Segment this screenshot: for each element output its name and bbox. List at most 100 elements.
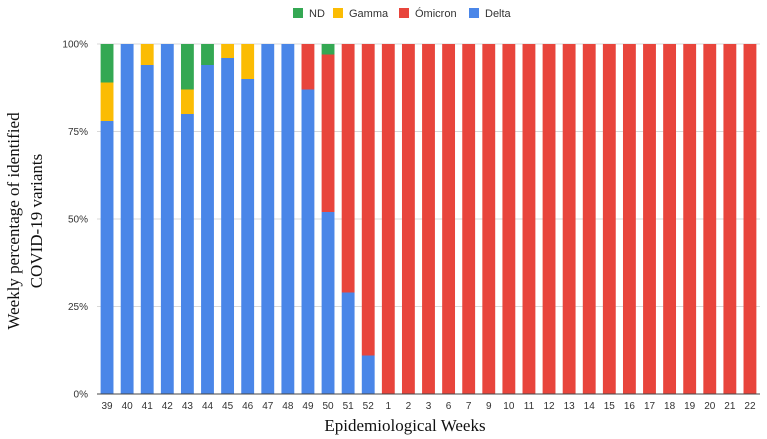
bar-nd-week-44 — [201, 44, 214, 65]
x-tick-label: 21 — [724, 401, 736, 412]
bars — [100, 44, 757, 394]
x-tick-label: 40 — [122, 401, 134, 412]
y-axis-title: Weekly percentage of identified COVID-19… — [4, 112, 46, 330]
bar-nd-week-43 — [180, 44, 194, 90]
bar-delta-week-41 — [140, 65, 154, 394]
y-tick-label: 0% — [74, 390, 89, 401]
y-tick-label: 25% — [68, 302, 88, 313]
bar-micron-week-11 — [522, 44, 536, 394]
x-tick-label: 9 — [486, 401, 492, 412]
x-tick-label: 46 — [242, 401, 254, 412]
x-tick-label: 17 — [644, 401, 656, 412]
bar-gamma-week-45 — [221, 44, 235, 58]
y-axis-title-line-1: Weekly percentage of identified — [4, 112, 23, 330]
bar-delta-week-46 — [241, 79, 255, 394]
bar-delta-week-42 — [160, 44, 174, 394]
x-tick-label: 13 — [564, 401, 576, 412]
x-tick-label: 6 — [446, 401, 452, 412]
bar-micron-week-22 — [743, 44, 757, 394]
y-axis-title-line-2: COVID-19 variants — [27, 154, 46, 289]
legend-swatch-nd — [293, 8, 303, 18]
bar-delta-week-47 — [261, 44, 275, 394]
x-tick-label: 51 — [343, 401, 355, 412]
bar-micron-week-18 — [663, 44, 677, 394]
legend-swatch-delta — [469, 8, 479, 18]
bar-delta-week-48 — [281, 44, 295, 394]
bar-nd-week-39 — [100, 44, 114, 83]
bar-micron-week-6 — [442, 44, 456, 394]
bar-micron-week-3 — [422, 44, 435, 394]
x-tick-label: 3 — [426, 401, 432, 412]
bar-micron-week-15 — [602, 44, 616, 394]
x-tick-label: 15 — [604, 401, 616, 412]
bar-micron-week-19 — [683, 44, 697, 394]
x-tick-label: 7 — [466, 401, 472, 412]
bar-gamma-week-43 — [180, 89, 194, 114]
x-tick-label: 45 — [222, 401, 234, 412]
bar-micron-week-16 — [622, 44, 636, 394]
y-tick-label: 100% — [62, 40, 88, 51]
bar-micron-week-7 — [462, 44, 476, 394]
bar-nd-week-50 — [321, 44, 335, 55]
x-tick-label: 50 — [322, 401, 334, 412]
bar-micron-week-52 — [361, 44, 375, 356]
x-tick-label: 2 — [406, 401, 412, 412]
x-tick-label: 19 — [684, 401, 696, 412]
bar-delta-week-52 — [361, 355, 375, 394]
bar-gamma-week-41 — [140, 44, 154, 65]
x-axis-ticks: 39 40 41 42 43 44 45 46 47 48 49 50 51 52 1 2 3 6 7 9 10 11 12… — [101, 401, 755, 412]
x-tick-label: 39 — [101, 401, 113, 412]
x-tick-label: 1 — [386, 401, 392, 412]
bar-micron-week-13 — [562, 44, 576, 394]
x-tick-label: 47 — [262, 401, 274, 412]
bar-delta-week-43 — [180, 114, 194, 394]
x-tick-label: 49 — [302, 401, 314, 412]
bar-micron-week-50 — [321, 54, 335, 212]
x-tick-label: 16 — [624, 401, 636, 412]
bar-gamma-week-46 — [241, 44, 255, 79]
x-tick-label: 48 — [282, 401, 294, 412]
legend-label-nd: ND — [309, 8, 325, 20]
x-tick-label: 11 — [524, 401, 535, 412]
x-tick-label: 12 — [543, 401, 555, 412]
y-tick-label: 75% — [68, 127, 88, 138]
bar-micron-week-20 — [703, 44, 717, 394]
bar-delta-week-45 — [221, 58, 235, 394]
bar-micron-week-9 — [482, 44, 496, 394]
y-axis-ticks: 0% 25% 50% 75% 100% — [62, 40, 88, 401]
bar-delta-week-49 — [301, 89, 315, 394]
legend-swatch-gamma — [333, 8, 343, 18]
x-tick-label: 44 — [202, 401, 214, 412]
bar-delta-week-51 — [341, 292, 355, 394]
bar-micron-week-10 — [502, 44, 516, 394]
x-tick-label: 22 — [744, 401, 756, 412]
legend-label-delta: Delta — [485, 8, 512, 20]
x-tick-label: 20 — [704, 401, 716, 412]
x-tick-label: 52 — [363, 401, 375, 412]
x-tick-label: 42 — [162, 401, 174, 412]
legend: ND Gamma Ómicron Delta — [293, 7, 512, 20]
bar-micron-week-49 — [301, 44, 315, 90]
x-tick-label: 43 — [182, 401, 194, 412]
legend-label-gamma: Gamma — [349, 8, 389, 20]
bar-delta-week-39 — [100, 121, 114, 394]
y-tick-label: 50% — [68, 215, 88, 226]
bar-delta-week-40 — [120, 44, 134, 394]
legend-swatch-micron — [399, 8, 409, 18]
legend-label-micron: Ómicron — [415, 7, 457, 20]
bar-delta-week-50 — [321, 212, 335, 394]
bar-micron-week-51 — [341, 44, 355, 293]
bar-micron-week-17 — [643, 44, 656, 394]
x-tick-label: 10 — [503, 401, 515, 412]
bar-micron-week-2 — [401, 44, 415, 394]
x-tick-label: 41 — [142, 401, 154, 412]
bar-delta-week-44 — [201, 65, 214, 394]
bar-micron-week-12 — [542, 44, 556, 394]
bar-gamma-week-39 — [100, 82, 114, 121]
x-tick-label: 14 — [584, 401, 596, 412]
bar-micron-week-21 — [723, 44, 737, 394]
bar-micron-week-14 — [582, 44, 596, 394]
bar-micron-week-1 — [381, 44, 395, 394]
x-tick-label: 18 — [664, 401, 676, 412]
